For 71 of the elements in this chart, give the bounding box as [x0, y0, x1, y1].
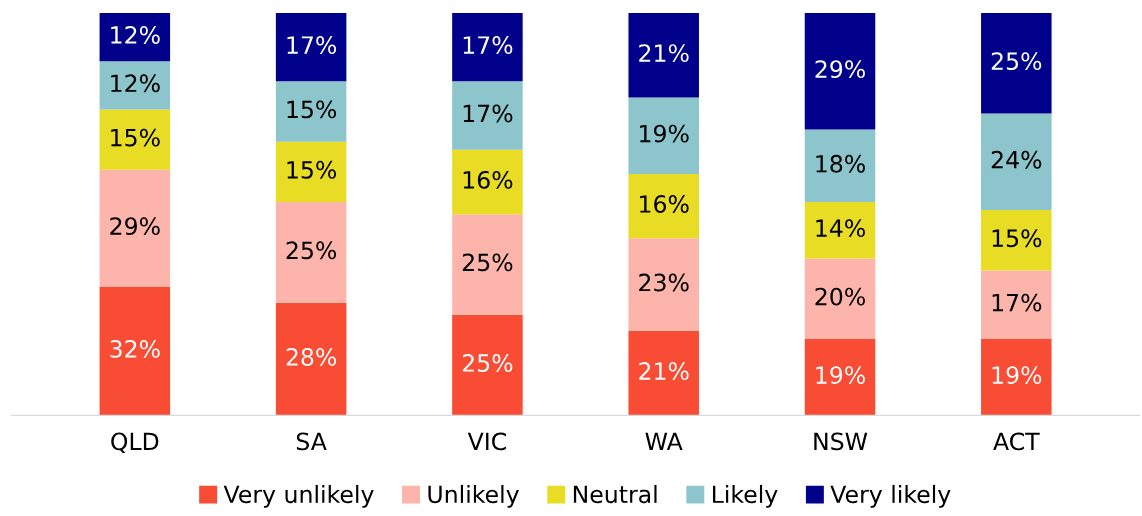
- bar: [452, 12, 523, 82]
- bar: [628, 238, 699, 331]
- bar: [804, 202, 876, 259]
- data-label: 32%: [110, 339, 160, 358]
- bar: [275, 141, 347, 203]
- bar: [99, 61, 171, 110]
- data-label: 14%: [816, 219, 865, 238]
- bar: [981, 12, 1052, 114]
- data-label: 25%: [991, 52, 1042, 71]
- data-label: 17%: [463, 104, 513, 123]
- x-tick-label: VIC: [467, 432, 506, 451]
- bar: [99, 286, 171, 416]
- data-label: 15%: [287, 160, 337, 179]
- legend-label: Very likely: [830, 484, 951, 508]
- data-label: 19%: [640, 124, 689, 143]
- data-label: 15%: [111, 128, 160, 147]
- legend-label: Neutral: [573, 484, 657, 504]
- bar: [452, 149, 523, 215]
- data-label: 15%: [992, 229, 1042, 248]
- bar: [275, 202, 347, 303]
- data-label: 12%: [111, 26, 160, 44]
- legend-label: Unlikely: [428, 484, 519, 508]
- bar: [628, 173, 699, 239]
- data-label: 17%: [992, 293, 1042, 312]
- bar: [981, 113, 1052, 211]
- bar: [628, 12, 699, 98]
- data-label: 29%: [110, 217, 160, 236]
- data-label: 21%: [639, 362, 689, 380]
- data-label: 25%: [462, 354, 513, 372]
- data-label: 24%: [991, 150, 1042, 169]
- bar: [452, 314, 523, 416]
- data-label: 16%: [640, 195, 689, 213]
- bar: [804, 258, 876, 339]
- data-label: 20%: [815, 287, 865, 306]
- data-label: 28%: [286, 348, 337, 366]
- bar: [452, 214, 523, 315]
- data-label: 25%: [286, 241, 337, 260]
- legend-label: Likely: [713, 484, 778, 508]
- data-label: 12%: [111, 74, 160, 93]
- data-label: 16%: [463, 170, 513, 189]
- x-tick-label: ACT: [993, 432, 1040, 451]
- x-tick-label: WA: [645, 432, 683, 450]
- bar: [452, 81, 523, 150]
- bar: [275, 81, 347, 142]
- bar: [275, 302, 347, 416]
- data-label: 18%: [816, 154, 865, 173]
- bar: [275, 12, 347, 82]
- x-tick-label: SA: [296, 432, 327, 451]
- bar: [804, 129, 876, 203]
- bar: [628, 97, 699, 174]
- data-label: 21%: [639, 44, 689, 63]
- bar: [99, 169, 171, 287]
- data-label: 23%: [639, 273, 689, 292]
- bar: [99, 12, 171, 62]
- bar: [981, 270, 1052, 339]
- bar: [628, 330, 699, 416]
- data-label: 17%: [287, 36, 337, 54]
- legend-label: Very unlikely: [223, 484, 374, 508]
- x-tick-label: QLD: [111, 432, 159, 454]
- bar: [981, 338, 1052, 416]
- bar: [99, 109, 171, 170]
- data-label: 15%: [287, 100, 337, 119]
- data-label: 29%: [815, 60, 865, 79]
- data-label: 17%: [463, 36, 513, 54]
- bar: [804, 338, 876, 416]
- data-label: 25%: [462, 253, 513, 272]
- bar: [804, 12, 876, 130]
- data-label: 19%: [992, 366, 1042, 384]
- x-tick-label: NSW: [814, 432, 868, 451]
- data-label: 19%: [816, 366, 865, 384]
- bar: [981, 210, 1052, 271]
